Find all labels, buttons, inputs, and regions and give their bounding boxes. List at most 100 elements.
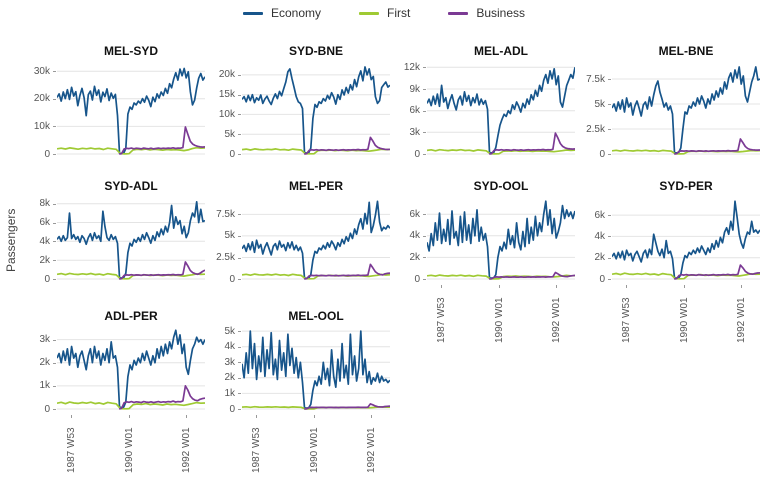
business-line [674,138,760,155]
y-tick-mark [423,89,426,90]
y-tick-label: 6k [594,209,605,221]
economy-line [427,67,575,154]
y-tick-label: 2k [409,251,420,263]
y-tick-label: 7.5k [586,73,605,85]
panel-plot [612,66,760,155]
x-tick-mark [626,285,628,288]
y-tick-mark [608,236,611,238]
y-tick-label: 8k [39,198,50,210]
y-tick-label: 0 [229,273,235,285]
facet-title: MEL-BNE [658,44,714,58]
x-tick-label: 1987 W53 [436,297,448,343]
legend-label-first: First [387,6,411,20]
y-tick-mark [608,215,611,217]
y-tick-label: 1k [39,380,50,392]
economy-line [242,66,390,155]
business-line [304,403,390,410]
y-tick-mark [53,203,56,205]
y-tick-label: 0 [44,273,50,285]
y-tick-label: 0 [229,403,235,415]
y-tick-label: 5k [224,325,235,337]
y-tick-label: 2.5k [216,252,235,263]
y-tick-label: 6k [409,208,420,220]
y-tick-mark [238,331,241,333]
y-tick-mark [608,257,611,259]
y-tick-label: 10k [218,108,235,120]
y-tick-mark [238,409,241,410]
economy-line [57,67,205,155]
y-tick-label: 2k [594,252,605,264]
facet-panel: MEL-ADL 0 3k 6k 9k 12k [396,44,575,160]
facet-panel: MEL-BNE 0 2.5k 5k 7.5k [581,44,760,160]
panel-plot [427,66,575,155]
y-tick-label: 5k [224,128,235,140]
economy-line [242,200,390,280]
x-tick-mark [740,285,742,288]
y-tick-label: 15k [218,89,235,101]
y-tick-label: 3k [409,126,420,138]
first-line [57,272,205,280]
y-tick-label: 2k [39,254,50,266]
y-tick-mark [53,98,56,100]
y-tick-mark [423,132,426,134]
panel-plot [57,200,205,280]
facet-panel: SYD-BNE 0 5k 10k 15k 20k [211,44,390,160]
y-tick-mark [423,154,426,155]
business-line [674,264,760,280]
y-tick-mark [423,257,426,259]
x-tick-label: 1987 W53 [621,297,633,343]
y-tick-label: 2k [39,357,50,369]
y-tick-label: 4k [224,341,235,353]
panel-plot [57,329,205,410]
y-tick-label: 3k [224,356,235,368]
y-tick-mark [238,154,241,155]
x-tick-label: 1992 W01 [365,427,377,473]
y-tick-label: 7.5k [216,208,235,220]
economy-line [427,200,575,279]
facet-title: MEL-PER [289,179,343,193]
economy-line [612,200,760,279]
y-tick-mark [423,279,426,280]
y-tick-label: 2.5k [586,123,605,135]
x-tick-label: 1992 W01 [550,297,562,343]
business-line [119,126,205,155]
business-line [489,132,575,155]
x-tick-mark [185,415,187,418]
y-tick-label: 0 [44,148,50,160]
first-line [242,148,390,155]
y-tick-mark [238,235,241,237]
y-tick-label: 0 [229,148,235,160]
x-tick-label: 1990 W01 [308,427,320,473]
y-tick-label: 9k [409,83,420,95]
y-tick-label: 2k [224,372,235,384]
x-tick-mark [370,415,372,418]
panel-plot [242,66,390,155]
economy-line [57,200,205,279]
y-tick-mark [423,235,426,237]
x-tick-label: 1990 W01 [493,297,505,343]
business-line [118,385,205,410]
y-tick-mark [423,67,426,69]
y-tick-mark [423,214,426,216]
first-line [57,401,205,410]
y-tick-mark [608,129,611,130]
facet-panel: SYD-ADL 0 2k 4k 6k 8k [26,179,205,285]
economy-line [242,330,390,409]
x-tick-mark [256,415,258,418]
y-tick-label: 20k [218,69,235,81]
panel-plot [427,200,575,280]
facet-panel: MEL-OOL 0 1k 2k 3k 4k 5k 1987 W53 1990 W01 1992 … [211,309,390,477]
legend-item-economy: Economy [242,6,321,20]
legend: Economy First Business [0,6,768,20]
y-tick-mark [238,134,241,136]
x-tick-label: 1987 W53 [251,427,263,473]
y-tick-mark [53,154,56,155]
y-tick-label: 0 [599,148,605,160]
y-tick-mark [53,339,56,341]
facet-panel: SYD-OOL 0 2k 4k 6k 1987 W53 1990 W01 1992 W01 [396,179,575,347]
economy-line [612,66,760,154]
x-tick-mark [555,285,557,288]
y-tick-mark [238,114,241,116]
x-tick-mark [313,415,315,418]
